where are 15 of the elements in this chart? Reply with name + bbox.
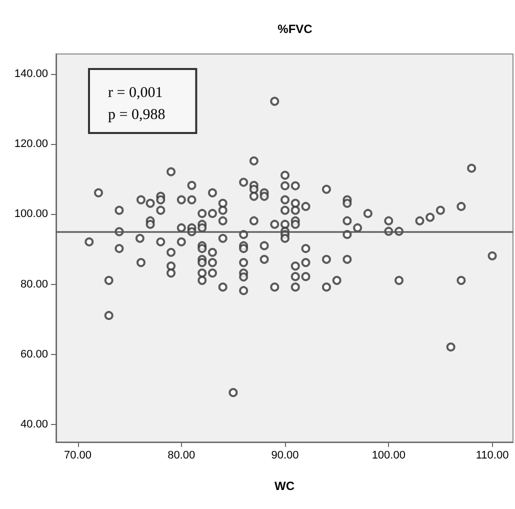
annotation: r = 0,001	[108, 85, 163, 101]
y-tick-label: 140.00	[14, 68, 48, 80]
annotation: p = 0,988	[108, 107, 166, 123]
y-tick-label: 40.00	[20, 418, 48, 430]
y-tick-label: 120.00	[14, 138, 48, 150]
x-axis-title: WC	[274, 479, 295, 493]
y-tick-label: 60.00	[20, 348, 48, 360]
x-tick-label: 90.00	[271, 450, 299, 462]
x-tick-label: 70.00	[64, 450, 92, 462]
x-tick-label: 100.00	[372, 450, 406, 462]
x-tick-label: 80.00	[168, 450, 196, 462]
chart-title: %FVC	[278, 22, 313, 36]
x-tick-label: 110.00	[476, 450, 509, 462]
y-tick-label: 80.00	[20, 278, 48, 290]
y-tick-label: 100.00	[14, 208, 48, 220]
